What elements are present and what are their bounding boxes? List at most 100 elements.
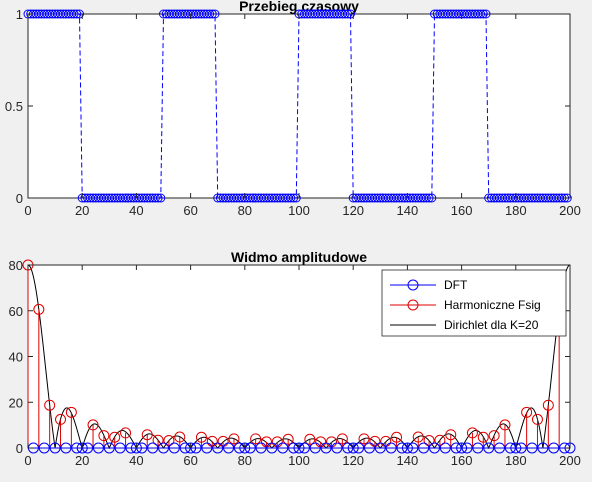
time-waveform-marker: [345, 9, 355, 19]
y-tick-label: 1: [16, 7, 23, 22]
x-tick-label: 160: [451, 203, 473, 218]
harmonic-marker: [326, 436, 338, 448]
dft-marker: [223, 442, 235, 454]
legend-harmonics-label: Harmoniczne Fsig: [444, 298, 541, 312]
harmonic-marker: [531, 413, 543, 425]
dft-marker: [147, 442, 159, 454]
x-tick-label: 20: [75, 453, 89, 468]
time-waveform-axes: Przebieg czasowy 0 20 40 60 80 100 120 140 160 18…: [5, 0, 581, 218]
amplitude-spectrum-y-ticks: 0 20 40 60 80: [9, 258, 570, 456]
time-waveform-plot-area: [27, 13, 571, 199]
time-waveform-line: [28, 13, 568, 199]
harmonic-marker: [152, 434, 164, 446]
x-tick-label: 60: [183, 203, 197, 218]
x-tick-label: 120: [342, 203, 364, 218]
dft-marker: [331, 442, 343, 454]
harmonic-marker: [33, 303, 45, 315]
harmonic-marker: [98, 430, 110, 442]
harmonic-marker: [445, 429, 457, 441]
harmonic-marker: [228, 433, 240, 445]
dft-marker: [49, 442, 61, 454]
dft-marker: [472, 442, 484, 454]
dft-marker: [266, 442, 278, 454]
harmonic-marker: [44, 399, 56, 411]
harmonic-marker: [477, 431, 489, 443]
dft-marker: [168, 442, 180, 454]
dft-marker: [92, 442, 104, 454]
dft-marker: [374, 442, 386, 454]
x-tick-label: 0: [24, 203, 31, 218]
dft-marker: [537, 442, 549, 454]
dft-marker: [429, 442, 440, 454]
harmonic-marker: [488, 430, 500, 442]
x-tick-label: 40: [129, 453, 143, 468]
dft-marker: [385, 442, 397, 454]
harmonic-marker: [434, 434, 446, 446]
dft-marker: [363, 442, 375, 454]
harmonic-marker: [120, 427, 132, 439]
harmonic-marker: [65, 406, 77, 418]
x-tick-label: 180: [505, 203, 527, 218]
dft-marker: [158, 442, 169, 454]
amplitude-spectrum-axes: Widmo amplitudowe 0 20 40 60 80 100 120 140 160 1…: [9, 249, 581, 468]
y-tick-label: 0: [16, 191, 23, 206]
time-waveform-marker: [210, 9, 220, 19]
dft-marker: [494, 442, 506, 454]
time-waveform-x-ticks: 0 20 40 60 80 100 120 140 160 180 200: [24, 14, 581, 218]
x-tick-label: 160: [451, 453, 473, 468]
harmonic-marker: [260, 436, 272, 448]
harmonic-marker: [217, 435, 229, 447]
harmonic-marker: [195, 431, 207, 443]
time-waveform-marker: [156, 193, 166, 203]
harmonic-marker: [163, 434, 175, 446]
harmonic-marker: [380, 435, 392, 447]
harmonic-marker: [315, 436, 327, 448]
time-waveform-marker: [562, 193, 572, 203]
x-tick-label: 0: [24, 453, 31, 468]
harmonic-marker: [304, 433, 316, 445]
time-waveform-marker: [481, 9, 491, 19]
harmonic-marker: [250, 433, 262, 445]
time-waveform-marker: [478, 9, 488, 19]
dft-marker: [114, 442, 126, 454]
legend-dft-marker: [407, 279, 419, 291]
y-tick-label: 40: [9, 350, 23, 365]
time-waveform-marker: [150, 193, 160, 203]
x-tick-label: 100: [288, 203, 310, 218]
y-tick-label: 20: [9, 395, 23, 410]
harmonic-marker: [336, 433, 348, 445]
dft-marker: [418, 442, 430, 454]
y-tick-label: 80: [9, 258, 23, 273]
x-tick-label: 20: [75, 203, 89, 218]
harmonic-marker: [174, 431, 186, 443]
dft-marker: [483, 442, 495, 454]
harmonic-marker: [206, 435, 218, 447]
x-tick-label: 140: [397, 453, 419, 468]
legend-dirichlet-label: Dirichlet dla K=20: [444, 318, 539, 332]
dft-marker: [38, 442, 50, 454]
y-tick-label: 60: [9, 304, 23, 319]
time-waveform-marker: [291, 193, 301, 203]
y-tick-label: 0.5: [5, 99, 23, 114]
dft-marker: [277, 442, 289, 454]
legend: DFT Harmoniczne Fsig Dirichlet dla K=20: [381, 269, 567, 337]
x-tick-label: 140: [397, 203, 419, 218]
time-waveform-marker: [69, 9, 79, 19]
x-tick-label: 200: [559, 203, 581, 218]
dft-marker: [201, 442, 213, 454]
dft-marker: [103, 442, 115, 454]
time-waveform-marker: [421, 193, 431, 203]
time-waveform-marker: [476, 9, 486, 19]
time-waveform-marker: [153, 193, 163, 203]
time-waveform-marker: [343, 9, 353, 19]
harmonic-marker: [55, 413, 67, 425]
time-waveform-marker: [74, 9, 84, 19]
harmonic-marker: [521, 406, 533, 418]
harmonic-marker: [358, 433, 370, 445]
harmonics-series: [22, 259, 565, 448]
harmonic-marker: [369, 435, 381, 447]
legend-dft-label: DFT: [444, 278, 468, 292]
x-tick-label: 40: [129, 203, 143, 218]
x-tick-label: 120: [342, 453, 364, 468]
